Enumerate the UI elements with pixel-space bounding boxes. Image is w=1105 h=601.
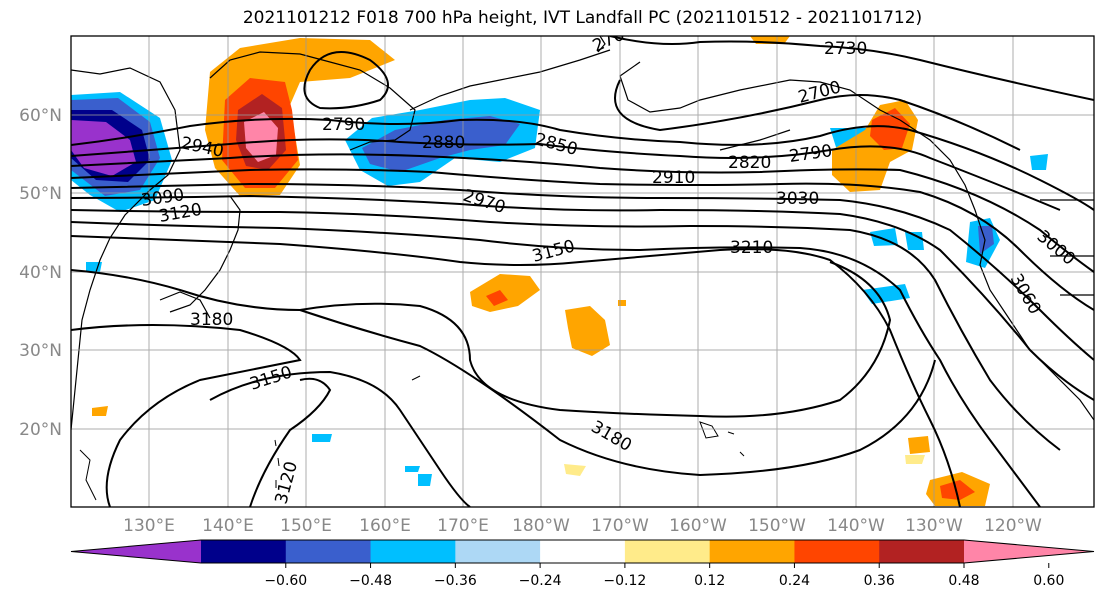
contour-label: 2880	[422, 133, 465, 153]
contour-label: 2910	[652, 168, 695, 188]
lat-label: 50°N	[19, 184, 62, 204]
colorbar-cell	[285, 540, 372, 563]
colorbar-cell	[624, 540, 711, 563]
colorbar-tick-label: −0.60	[264, 573, 307, 589]
colorbar-tick-label: −0.24	[519, 573, 562, 589]
contour-label: 2820	[728, 153, 771, 173]
colorbar-tick-label: 0.48	[948, 573, 979, 589]
lon-label: 150°E	[280, 516, 332, 536]
contour-label: 2790	[322, 115, 365, 135]
coastlines	[71, 36, 1094, 431]
lon-label: 150°W	[748, 516, 806, 536]
map-frame	[70, 35, 1095, 508]
contour-label: 3030	[776, 189, 819, 209]
colorbar-tick-label: 0.36	[864, 573, 895, 589]
colorbar-cell	[71, 540, 201, 563]
colorbar-tick-label: −0.48	[349, 573, 392, 589]
colorbar-cell	[879, 540, 965, 563]
lon-label: 140°W	[827, 516, 885, 536]
lat-label: 20°N	[19, 420, 62, 440]
longitude-labels: 130°E 140°E 150°E 160°E 170°E 180°W 170°…	[123, 516, 1042, 536]
contour-label: 2730	[824, 39, 867, 59]
height-contours	[71, 36, 1094, 507]
colorbar-tick-label: 0.24	[779, 573, 810, 589]
lon-label: 170°W	[591, 516, 649, 536]
lon-label: 160°E	[359, 516, 411, 536]
chart-title: 2021101212 F018 700 hPa height, IVT Land…	[242, 8, 923, 28]
colorbar-cell	[370, 540, 456, 563]
lon-label: 140°E	[202, 516, 254, 536]
map-panel: 2760 2730 2700 2790 2880 2850 2940 2820 …	[71, 36, 1094, 507]
colorbar-cell	[709, 540, 795, 563]
colorbar-cell	[964, 540, 1094, 563]
contour-label: 3210	[730, 238, 773, 258]
colorbar-cell	[455, 540, 541, 563]
lat-label: 40°N	[19, 263, 62, 283]
colorbar-tick-label: −0.36	[434, 573, 477, 589]
lon-label: 180°W	[512, 516, 570, 536]
lat-label: 60°N	[19, 106, 62, 126]
lon-label: 160°W	[669, 516, 727, 536]
colorbar-tick-label: 0.60	[1033, 573, 1064, 589]
lon-label: 120°W	[984, 516, 1042, 536]
lon-label: 170°E	[437, 516, 489, 536]
colorbar-tick-label: 0.12	[694, 573, 725, 589]
lon-label: 130°W	[905, 516, 963, 536]
lon-label: 130°E	[123, 516, 175, 536]
lat-label: 30°N	[19, 341, 62, 361]
colorbar-cell	[201, 540, 287, 563]
colorbar: −0.60 −0.48 −0.36 −0.24 −0.12 0.12 0.24 0.36 0.4…	[70, 539, 1095, 589]
colorbar-outline	[70, 539, 1095, 564]
latitude-labels: 60°N 50°N 40°N 30°N 20°N	[19, 106, 62, 440]
colorbar-cell	[794, 540, 880, 563]
colorbar-cell	[540, 540, 626, 563]
contour-label: 3180	[190, 310, 233, 330]
grid	[71, 36, 1094, 507]
colorbar-tick-label: −0.12	[603, 573, 646, 589]
islands	[79, 375, 745, 501]
